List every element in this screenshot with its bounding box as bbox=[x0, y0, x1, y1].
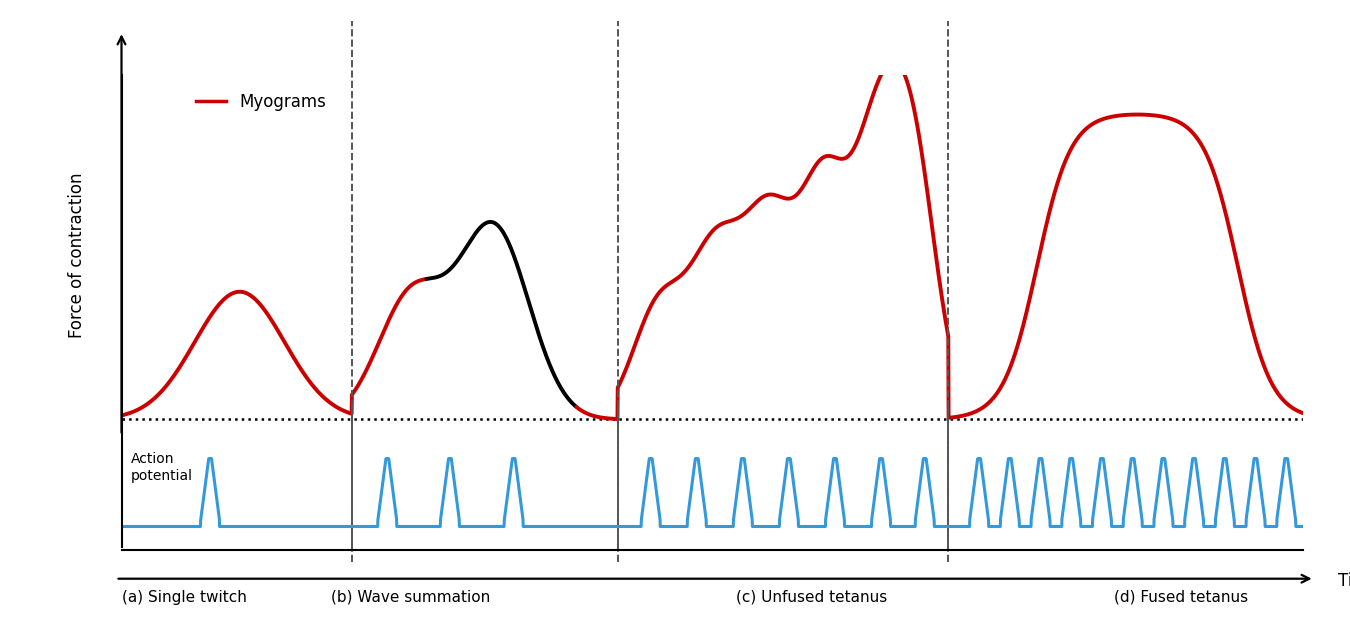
Text: (a) Single twitch: (a) Single twitch bbox=[122, 590, 246, 605]
Text: (b) Wave summation: (b) Wave summation bbox=[331, 590, 490, 605]
Text: Force of contraction: Force of contraction bbox=[68, 172, 85, 338]
Text: (d) Fused tetanus: (d) Fused tetanus bbox=[1114, 590, 1247, 605]
Text: Time (msec): Time (msec) bbox=[1338, 572, 1350, 590]
Legend: Myograms: Myograms bbox=[189, 86, 332, 118]
Text: Action
potential: Action potential bbox=[131, 452, 193, 483]
Text: (c) Unfused tetanus: (c) Unfused tetanus bbox=[736, 590, 887, 605]
